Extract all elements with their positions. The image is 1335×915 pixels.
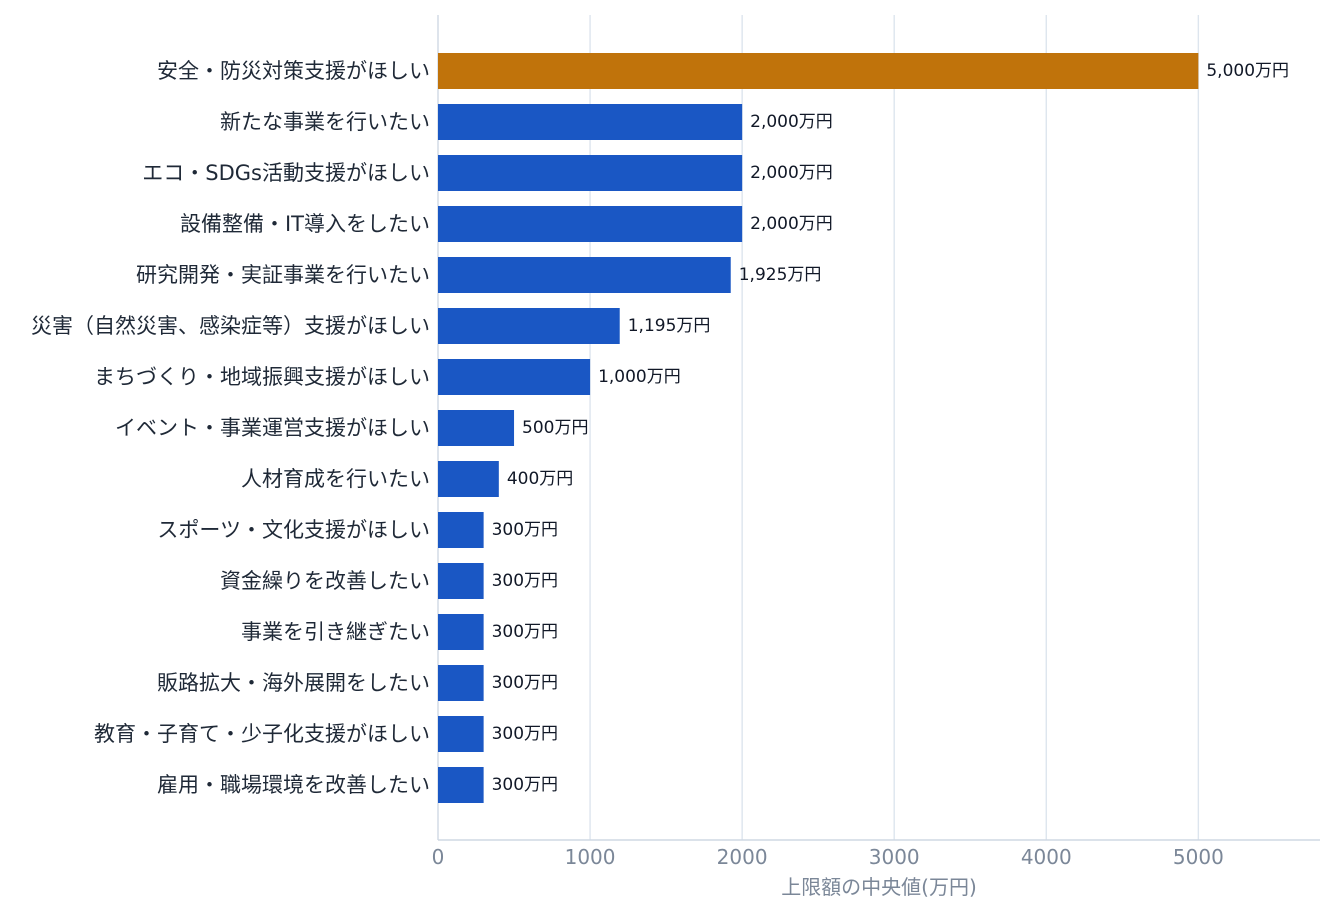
- value-label-6: 1,000万円: [598, 367, 681, 387]
- value-label-3: 2,000万円: [750, 214, 833, 234]
- value-label-5: 1,195万円: [628, 316, 711, 336]
- x-tick-label-2000: 2000: [717, 845, 768, 869]
- bar-12[interactable]: [438, 665, 484, 701]
- x-tick-label-0: 0: [432, 845, 445, 869]
- category-label-6: まちづくり・地域振興支援がほしい: [94, 365, 430, 389]
- bar-2[interactable]: [438, 155, 743, 191]
- value-label-9: 300万円: [492, 520, 558, 540]
- bar-0[interactable]: [438, 53, 1199, 89]
- value-label-2: 2,000万円: [750, 163, 833, 183]
- value-label-1: 2,000万円: [750, 112, 833, 132]
- bar-11[interactable]: [438, 614, 484, 650]
- value-label-10: 300万円: [492, 571, 558, 591]
- category-label-7: イベント・事業運営支援がほしい: [115, 416, 430, 440]
- category-label-9: スポーツ・文化支援がほしい: [157, 518, 430, 542]
- category-label-2: エコ・SDGs活動支援がほしい: [142, 161, 430, 185]
- value-label-7: 500万円: [522, 418, 588, 438]
- value-label-8: 400万円: [507, 469, 573, 489]
- value-label-12: 300万円: [492, 673, 558, 693]
- category-label-1: 新たな事業を行いたい: [220, 110, 430, 134]
- bar-5[interactable]: [438, 308, 620, 344]
- category-label-13: 教育・子育て・少子化支援がほしい: [94, 722, 430, 746]
- value-label-13: 300万円: [492, 724, 558, 744]
- x-axis-title: 上限額の中央値(万円): [781, 875, 977, 899]
- category-label-3: 設備整備・IT導入をしたい: [180, 212, 430, 236]
- bar-1[interactable]: [438, 104, 743, 140]
- x-tick-label-5000: 5000: [1173, 845, 1224, 869]
- x-tick-label-4000: 4000: [1021, 845, 1072, 869]
- category-label-8: 人材育成を行いたい: [241, 467, 430, 491]
- value-label-14: 300万円: [492, 775, 558, 795]
- bar-7[interactable]: [438, 410, 515, 446]
- bar-9[interactable]: [438, 512, 484, 548]
- bar-6[interactable]: [438, 359, 591, 395]
- category-label-14: 雇用・職場環境を改善したい: [157, 773, 430, 797]
- category-label-12: 販路拡大・海外展開をしたい: [157, 671, 430, 695]
- bar-13[interactable]: [438, 716, 484, 752]
- bar-14[interactable]: [438, 767, 484, 803]
- category-label-4: 研究開発・実証事業を行いたい: [136, 263, 430, 287]
- bar-10[interactable]: [438, 563, 484, 599]
- bar-3[interactable]: [438, 206, 743, 242]
- category-label-5: 災害（自然災害、感染症等）支援がほしい: [31, 314, 430, 338]
- category-label-11: 事業を引き継ぎたい: [241, 620, 430, 644]
- category-label-0: 安全・防災対策支援がほしい: [157, 59, 430, 83]
- bar-8[interactable]: [438, 461, 499, 497]
- value-label-0: 5,000万円: [1206, 61, 1289, 81]
- value-label-4: 1,925万円: [739, 265, 822, 285]
- x-tick-label-1000: 1000: [565, 845, 616, 869]
- category-label-10: 資金繰りを改善したい: [220, 569, 430, 593]
- bar-4[interactable]: [438, 257, 731, 293]
- x-tick-label-3000: 3000: [869, 845, 920, 869]
- value-label-11: 300万円: [492, 622, 558, 642]
